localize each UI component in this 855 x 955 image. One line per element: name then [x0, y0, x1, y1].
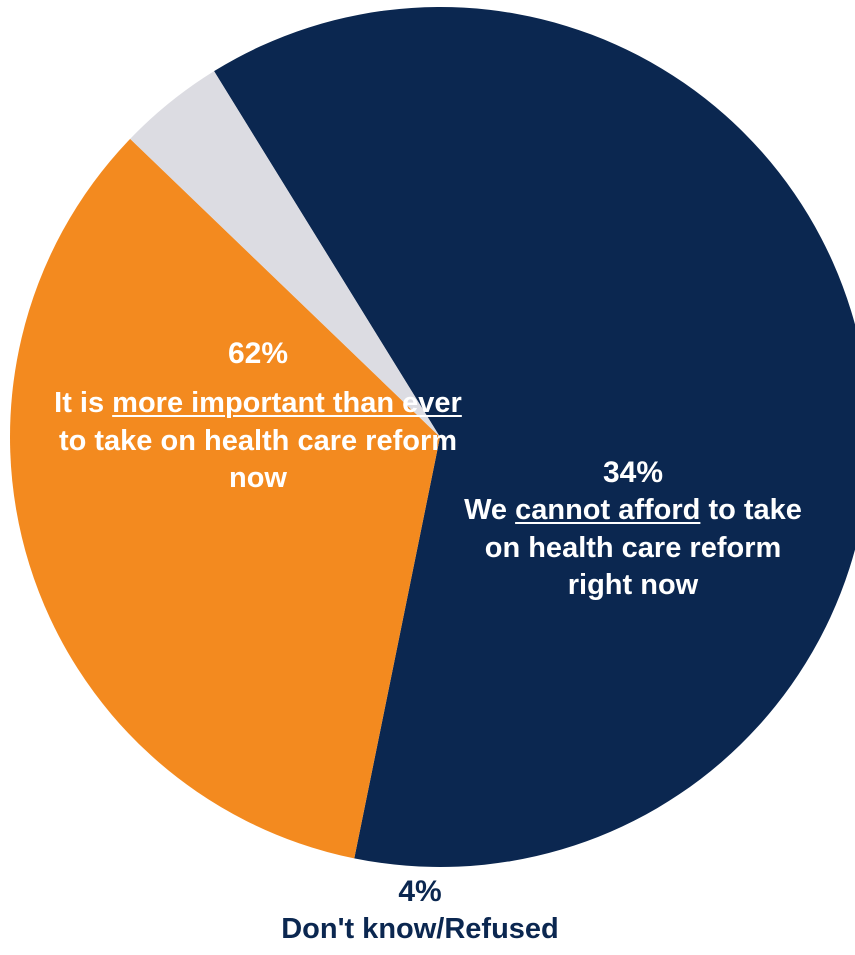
underlined-phrase: more important than ever	[112, 387, 462, 419]
slice-description-more-important: It is more important than ever to take o…	[40, 385, 476, 498]
label-text-part: It is	[54, 387, 113, 419]
pie-slice-cannot-afford	[9, 138, 441, 859]
label-text-part: to take on health care reform now	[58, 424, 458, 495]
slice-description-dont-know: Don't know/Refused	[200, 911, 640, 949]
slice-label-cannot-afford: 34% We cannot afford to take on health c…	[458, 453, 808, 605]
pie-slice-more-important	[214, 7, 855, 868]
underlined-phrase: cannot afford	[515, 494, 701, 526]
slice-percent-4: 4%	[398, 875, 442, 908]
label-text-part: We	[464, 494, 516, 526]
label-text-part: Don't know/Refused	[281, 913, 559, 945]
slice-label-dont-know: 4% Don't know/Refused	[200, 872, 640, 949]
slice-description-cannot-afford: We cannot afford to take on health care …	[458, 492, 808, 605]
pie-slice-dont-know	[130, 71, 440, 438]
slice-percent-62: 62%	[227, 337, 289, 370]
label-text-part: to take on health care reform right now	[484, 494, 802, 602]
slice-percent-34: 34%	[602, 456, 664, 489]
slice-label-more-important: 62% It is more important than ever to ta…	[40, 334, 476, 498]
